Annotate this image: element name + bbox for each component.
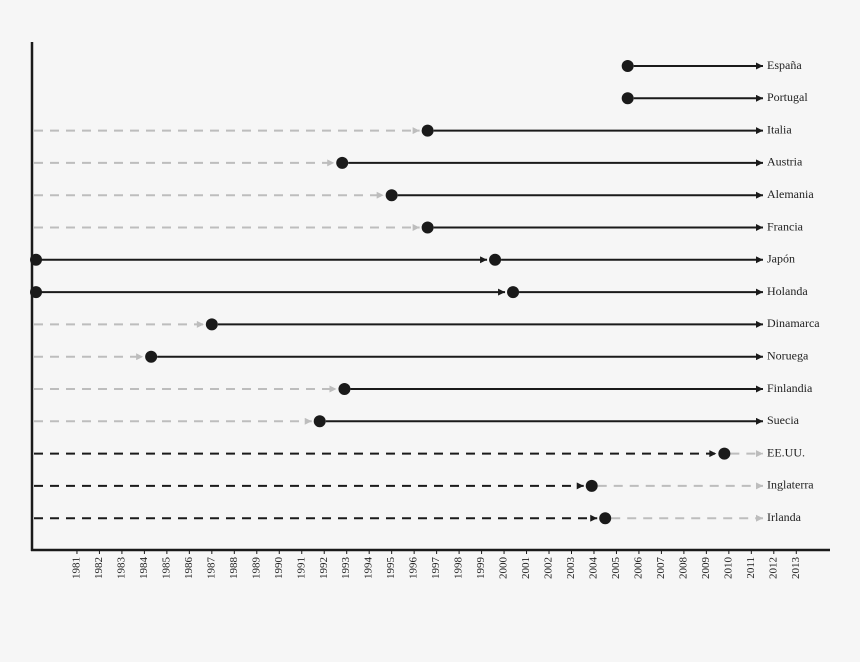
x-tick-label: 2009	[700, 557, 712, 580]
x-tick-label: 2012	[767, 557, 779, 579]
row-label: Noruega	[767, 348, 809, 362]
x-tick-label: 1993	[340, 557, 352, 580]
dot	[313, 415, 326, 428]
row-label: Francia	[767, 219, 804, 233]
x-tick-label: 1989	[250, 557, 262, 580]
row-label: Alemania	[767, 187, 814, 201]
dot	[145, 350, 158, 363]
row-label: Italia	[767, 122, 792, 136]
x-tick-label: 2006	[632, 557, 644, 580]
dot	[621, 60, 634, 72]
row-label: Austria	[767, 155, 803, 169]
x-tick-label: 1994	[363, 557, 375, 580]
dot	[421, 124, 434, 137]
x-tick-label: 2004	[588, 557, 600, 580]
dot	[599, 512, 612, 525]
x-tick-label: 2013	[790, 557, 802, 580]
x-tick-label: 2001	[520, 557, 532, 579]
dot	[338, 383, 351, 395]
dot	[336, 156, 349, 169]
x-tick-label: 2002	[543, 557, 555, 579]
x-tick-label: 2008	[677, 557, 689, 580]
x-tick-label: 1988	[228, 557, 240, 580]
x-tick-label: 1981	[70, 557, 82, 579]
dot	[507, 286, 520, 299]
row-label: EE.UU.	[767, 445, 805, 459]
x-tick-label: 2005	[610, 557, 622, 580]
row-label: Portugal	[767, 90, 808, 104]
x-tick-label: 1992	[318, 557, 330, 579]
x-tick-label: 1996	[408, 557, 420, 580]
row-label: Inglaterra	[767, 478, 814, 492]
x-tick-label: 1991	[295, 557, 307, 579]
x-tick-label: 2010	[722, 557, 734, 580]
row-label: Suecia	[767, 413, 800, 427]
x-tick-label: 1983	[115, 557, 127, 580]
x-tick-label: 1982	[93, 557, 105, 579]
row-label: Holanda	[767, 284, 808, 298]
dot	[718, 447, 731, 460]
x-tick-label: 1986	[183, 557, 195, 580]
dot	[421, 221, 434, 234]
dot	[585, 479, 598, 492]
x-tick-label: 2003	[565, 557, 577, 580]
start-dot	[30, 286, 42, 299]
dot	[385, 189, 398, 202]
row-label: Dinamarca	[767, 316, 820, 330]
x-tick-label: 2011	[745, 557, 757, 579]
x-tick-label: 2000	[498, 557, 510, 580]
start-dot	[30, 253, 42, 266]
row-label: España	[767, 58, 802, 72]
x-tick-label: 1998	[453, 557, 465, 580]
x-tick-label: 1984	[138, 557, 150, 580]
x-tick-label: 1985	[160, 557, 172, 580]
x-tick-label: 1997	[430, 557, 442, 580]
x-tick-label: 1987	[205, 557, 217, 580]
row-label: Japón	[767, 252, 795, 266]
row-label: Finlandia	[767, 381, 813, 395]
row-label: Irlanda	[767, 510, 802, 524]
x-tick-label: 2007	[655, 557, 667, 580]
x-tick-label: 1990	[273, 557, 285, 580]
dot	[489, 253, 502, 266]
x-tick-label: 1995	[385, 557, 397, 580]
dot	[621, 92, 634, 105]
x-tick-label: 1999	[475, 557, 487, 580]
dot	[205, 318, 218, 331]
